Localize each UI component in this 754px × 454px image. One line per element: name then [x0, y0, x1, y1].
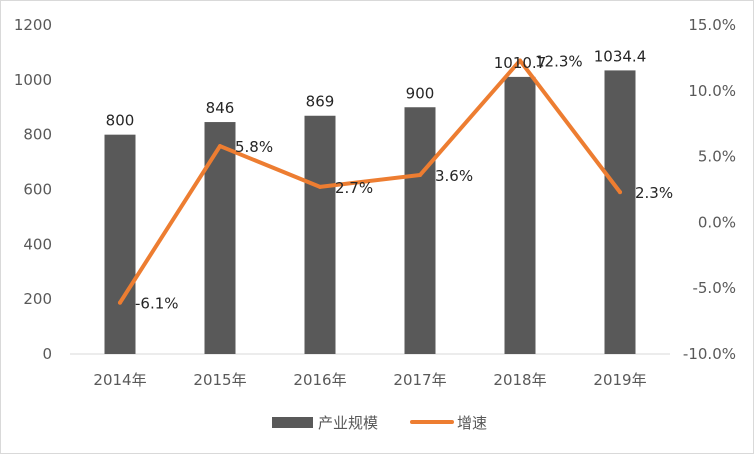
line-data-label: 2.3%	[635, 184, 673, 202]
y-right-tick-label: 0.0%	[698, 213, 736, 231]
bar-data-label: 846	[206, 99, 235, 117]
y-left-tick-label: 200	[23, 290, 52, 308]
y-right-tick-label: 10.0%	[688, 82, 736, 100]
y-left-tick-label: 1200	[14, 16, 52, 34]
bar-data-label: 1010.7	[494, 54, 547, 72]
bar	[204, 122, 236, 355]
line-data-label: 5.8%	[235, 138, 273, 156]
growth-line	[118, 58, 622, 305]
legend-label-bar: 产业规模	[318, 414, 378, 432]
y-right-tick-label: 5.0%	[698, 148, 736, 166]
legend-label-line: 增速	[457, 414, 487, 432]
x-tick-label: 2014年	[93, 371, 146, 389]
x-tick-label: 2017年	[393, 371, 446, 389]
line-point	[118, 300, 122, 305]
bar	[504, 76, 536, 354]
x-tick-label: 2016年	[293, 371, 346, 389]
line-data-label: -6.1%	[135, 295, 179, 313]
bar-data-label: 800	[106, 112, 135, 130]
line-point	[418, 173, 422, 178]
y-right-tick-label: 15.0%	[688, 16, 736, 34]
bar	[604, 70, 636, 354]
y-left-tick-label: 0	[42, 345, 52, 363]
line-point	[618, 190, 622, 195]
y-right-tick-label: -10.0%	[683, 345, 736, 363]
bar	[304, 115, 336, 354]
x-tick-label: 2018年	[493, 371, 546, 389]
bar	[404, 107, 436, 354]
line-data-label: 3.6%	[435, 167, 473, 185]
bar-data-label: 869	[306, 93, 335, 111]
line-data-label: 12.3%	[535, 53, 583, 71]
x-tick-label: 2019年	[593, 371, 646, 389]
y-right-tick-label: -5.0%	[692, 279, 736, 297]
x-tick-label: 2015年	[193, 371, 246, 389]
line-point	[318, 184, 322, 189]
bar-data-label: 900	[406, 84, 435, 102]
line-data-label: 2.7%	[335, 179, 373, 197]
bar	[104, 134, 136, 354]
legend-swatch-bar	[272, 417, 313, 428]
y-left-tick-label: 800	[23, 126, 52, 144]
bar-data-label: 1034.4	[594, 47, 647, 65]
line-point	[218, 144, 222, 149]
y-left-tick-label: 1000	[14, 71, 52, 89]
y-left-tick-label: 600	[23, 181, 52, 199]
line-point	[518, 58, 522, 63]
y-left-tick-label: 400	[23, 235, 52, 253]
